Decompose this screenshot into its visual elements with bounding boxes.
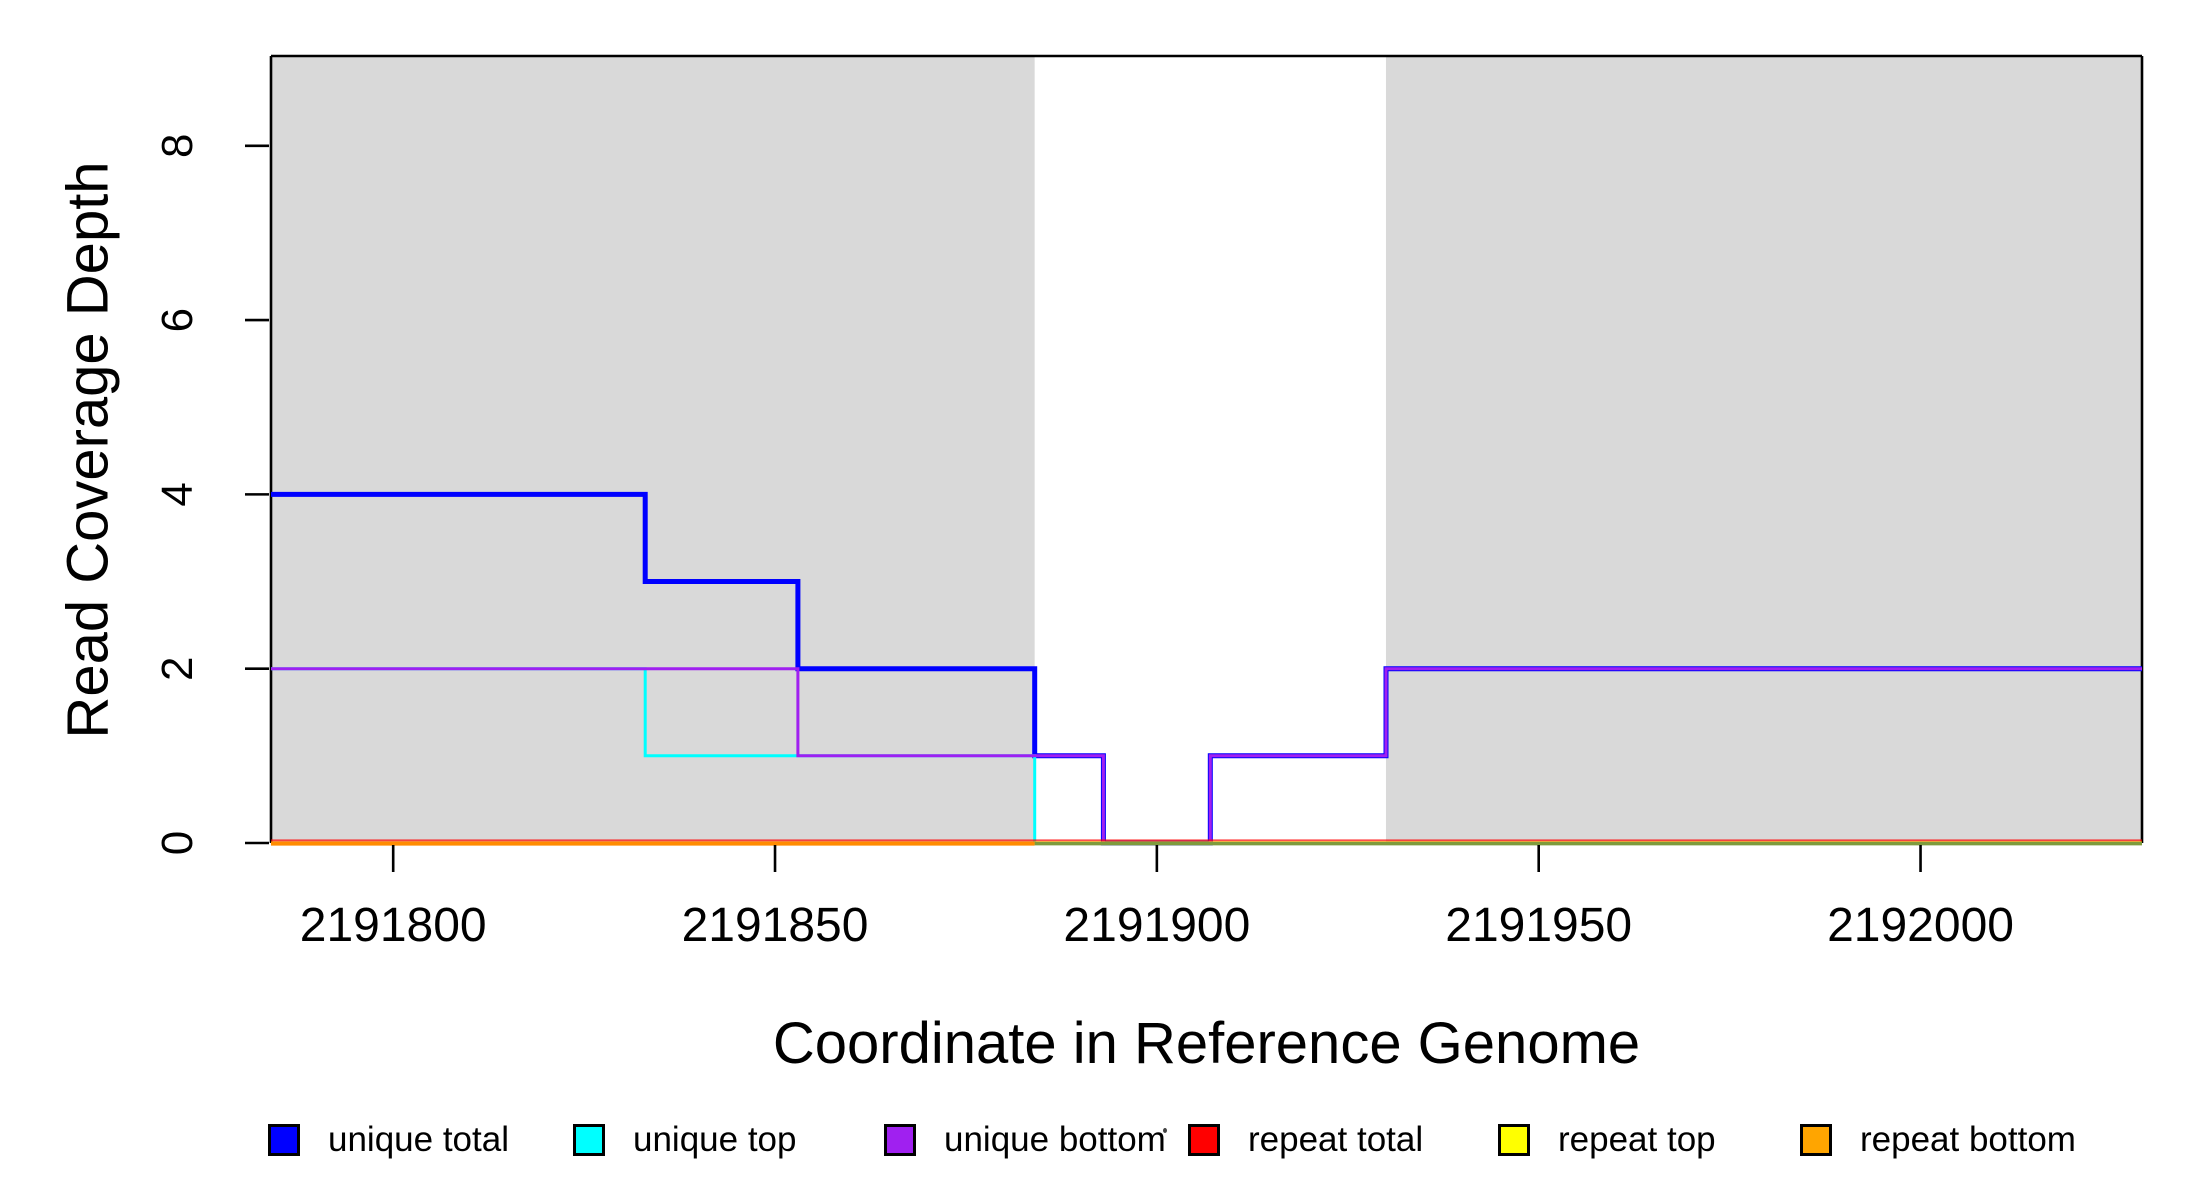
y-tick-label-6: 6 [153, 308, 202, 332]
repeat-region-right [1385, 57, 2142, 843]
legend: unique total unique top unique bottom repea… [0, 0, 2200, 1157]
legend-label-repeat-total: repeat total [1248, 1120, 1424, 1159]
legend-label-repeat-top: repeat top [1558, 1120, 1716, 1159]
y-tick-label-2: 2 [153, 656, 202, 680]
x-tick-label-2192000: 2192000 [1827, 899, 2014, 952]
legend-swatch-repeat-total [1188, 1124, 1220, 1156]
x-tick-label-2191850: 2191850 [682, 899, 869, 952]
x-axis-title: Coordinate in Reference Genome [772, 1011, 1641, 1076]
repeat-region-left [271, 57, 1035, 843]
legend-label-unique-bottom: unique bottom [944, 1120, 1166, 1159]
y-tick-label-8: 8 [153, 134, 202, 158]
legend-item-repeat-bottom: repeat bottom [1800, 1120, 2076, 1159]
x-tick-label-2191950: 2191950 [1445, 899, 1632, 952]
legend-item-repeat-top: repeat top [1498, 1120, 1716, 1159]
y-tick-label-0: 0 [153, 831, 202, 855]
y-tick-label-4: 4 [153, 482, 202, 506]
legend-swatch-repeat-bottom [1800, 1124, 1832, 1156]
x-tick-label-2191900: 2191900 [1063, 899, 1250, 952]
legend-item-unique-total: unique total [268, 1120, 509, 1159]
legend-swatch-unique-total [268, 1124, 300, 1156]
stray-dot-mark [1163, 1128, 1167, 1133]
legend-swatch-unique-top [573, 1124, 605, 1156]
legend-label-repeat-bottom: repeat bottom [1860, 1120, 2076, 1159]
legend-label-unique-total: unique total [328, 1120, 509, 1159]
legend-label-unique-top: unique top [633, 1120, 797, 1159]
legend-swatch-unique-bottom [884, 1124, 916, 1156]
legend-item-unique-top: unique top [573, 1120, 797, 1159]
legend-item-unique-bottom: unique bottom [884, 1120, 1166, 1159]
legend-swatch-repeat-top [1498, 1124, 1530, 1156]
x-tick-label-2191800: 2191800 [300, 899, 487, 952]
legend-item-repeat-total: repeat total [1188, 1120, 1424, 1159]
y-axis-title: Read Coverage Depth [55, 161, 121, 739]
